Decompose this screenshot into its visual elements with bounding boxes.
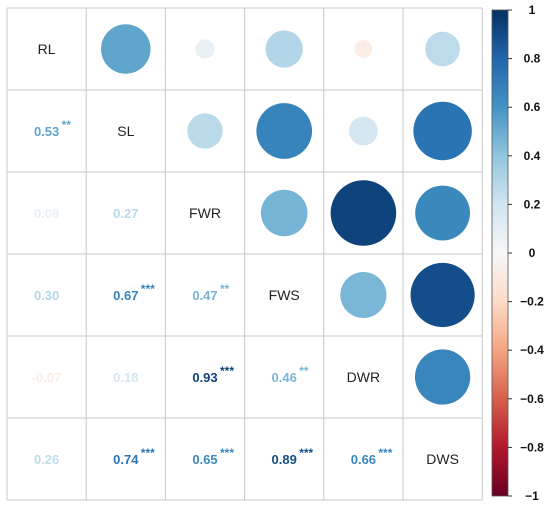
- significance-stars: ***: [378, 446, 392, 460]
- color-bar-tick-label: 0: [529, 246, 536, 260]
- corr-value-dwr-fws: 0.46: [272, 370, 297, 385]
- color-bar-tick-label: −0.6: [520, 392, 544, 406]
- color-bar-tick-label: 0.8: [524, 52, 541, 66]
- significance-stars: **: [62, 118, 72, 132]
- color-legend: 1 0.8 0.6 0.4 0.2 0 −0.2 −0.4 −0.6 −0.8 −1: [491, 3, 544, 503]
- corr-circle-fwr-fws: [260, 189, 308, 237]
- corr-circle-rl-dws: [425, 31, 460, 67]
- significance-stars: ***: [220, 446, 234, 460]
- corr-value-dwr-rl: -0.07: [32, 370, 62, 385]
- corr-circle-rl-fwr: [195, 39, 215, 59]
- corr-circle-sl-fwr: [187, 113, 223, 149]
- corr-value-fws-fwr: 0.47: [192, 288, 217, 303]
- corr-circle-dwr-dws: [414, 349, 471, 405]
- corr-circle-rl-sl: [101, 24, 151, 74]
- variable-label-dwr: DWR: [347, 369, 380, 385]
- variable-label-dws: DWS: [426, 451, 459, 467]
- variable-label-fws: FWS: [269, 287, 300, 303]
- significance-stars: **: [299, 364, 309, 378]
- color-bar-tick-label: 0.4: [524, 149, 541, 163]
- corr-value-dws-fws: 0.89: [272, 452, 297, 467]
- corr-circle-rl-dwr: [354, 40, 373, 58]
- corr-circle-fwr-dws: [415, 185, 471, 241]
- corr-circle-rl-fws: [265, 30, 303, 68]
- significance-stars: ***: [299, 446, 313, 460]
- corr-value-dws-sl: 0.74: [113, 452, 139, 467]
- corr-circle-fwr-dwr: [330, 180, 397, 246]
- corr-value-dws-fwr: 0.65: [192, 452, 217, 467]
- corr-value-dws-rl: 0.26: [34, 452, 59, 467]
- grid-lines: [6, 7, 483, 501]
- variable-label-rl: RL: [38, 41, 56, 57]
- variable-label-sl: SL: [117, 123, 134, 139]
- color-bar-tick-label: 0.2: [524, 197, 541, 211]
- color-bar-tick-label: −0.4: [520, 343, 544, 357]
- corr-value-fws-sl: 0.67: [113, 288, 138, 303]
- variable-label-fwr: FWR: [189, 205, 221, 221]
- significance-stars: ***: [141, 446, 155, 460]
- color-bar-tick-label: −1: [525, 489, 539, 503]
- corr-circle-fws-dwr: [340, 271, 387, 319]
- color-bar-tick-label: −0.8: [520, 440, 544, 454]
- significance-stars: ***: [220, 364, 234, 378]
- significance-stars: ***: [141, 282, 155, 296]
- color-bar-tick-label: −0.2: [520, 295, 544, 309]
- color-bar-tick-label: 1: [529, 3, 536, 17]
- corr-circle-sl-dwr: [348, 116, 378, 146]
- corr-value-dwr-fwr: 0.93: [192, 370, 217, 385]
- corr-value-fws-rl: 0.30: [34, 288, 59, 303]
- color-bar: [491, 9, 509, 497]
- corr-circle-sl-dws: [413, 101, 472, 161]
- corr-value-fwr-rl: 0.08: [34, 206, 59, 221]
- corr-value-dws-dwr: 0.66: [351, 452, 376, 467]
- color-bar-tick-label: 0.6: [524, 100, 541, 114]
- corr-circle-fws-dws: [410, 262, 475, 328]
- corr-circle-sl-fws: [256, 103, 313, 159]
- significance-stars: **: [220, 282, 230, 296]
- corr-value-dwr-sl: 0.18: [113, 370, 138, 385]
- corr-value-fwr-sl: 0.27: [113, 206, 138, 221]
- corr-value-sl-rl: 0.53: [34, 124, 59, 139]
